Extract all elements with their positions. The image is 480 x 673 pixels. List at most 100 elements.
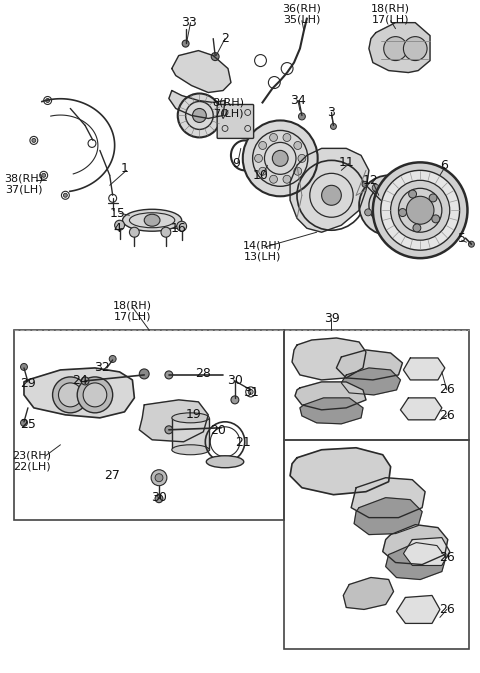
Text: 4: 4 — [114, 221, 121, 235]
Text: 7(LH): 7(LH) — [213, 108, 243, 118]
Polygon shape — [290, 148, 369, 232]
Circle shape — [468, 241, 474, 247]
Circle shape — [365, 209, 372, 216]
Text: 2: 2 — [221, 32, 229, 45]
Text: 1: 1 — [120, 162, 129, 175]
Ellipse shape — [206, 456, 244, 468]
Circle shape — [178, 94, 221, 137]
Text: 5: 5 — [457, 232, 466, 245]
Circle shape — [398, 209, 407, 217]
Text: 20: 20 — [210, 424, 226, 437]
Circle shape — [331, 123, 336, 129]
Circle shape — [192, 108, 206, 122]
Circle shape — [294, 141, 302, 149]
Ellipse shape — [122, 209, 181, 232]
Text: 34: 34 — [290, 94, 306, 107]
Polygon shape — [24, 368, 134, 418]
Polygon shape — [403, 358, 445, 380]
Text: 10: 10 — [252, 169, 268, 182]
Text: 31: 31 — [243, 386, 259, 399]
Text: 9: 9 — [232, 157, 240, 170]
Circle shape — [21, 363, 27, 370]
Circle shape — [413, 224, 421, 232]
Text: 17(LH): 17(LH) — [372, 15, 409, 25]
Text: 38(RH): 38(RH) — [4, 174, 44, 183]
Polygon shape — [403, 538, 450, 565]
Text: 19: 19 — [186, 409, 202, 421]
Polygon shape — [295, 382, 366, 410]
Text: 6: 6 — [440, 159, 448, 172]
Text: 12: 12 — [363, 174, 379, 187]
Text: 30: 30 — [151, 491, 167, 504]
Polygon shape — [169, 90, 225, 118]
Circle shape — [165, 426, 173, 434]
Circle shape — [270, 175, 277, 183]
Polygon shape — [354, 497, 422, 534]
Text: 14(RH): 14(RH) — [243, 240, 282, 250]
Circle shape — [432, 215, 440, 223]
Circle shape — [46, 98, 49, 102]
Text: 29: 29 — [20, 378, 36, 390]
Circle shape — [384, 36, 408, 61]
Circle shape — [77, 377, 113, 413]
Circle shape — [259, 141, 266, 149]
Polygon shape — [400, 398, 442, 420]
Polygon shape — [290, 448, 391, 495]
Circle shape — [83, 383, 107, 407]
Circle shape — [398, 184, 405, 191]
Circle shape — [32, 139, 36, 143]
Circle shape — [270, 133, 277, 141]
Polygon shape — [351, 478, 425, 518]
Polygon shape — [336, 350, 402, 380]
Circle shape — [211, 52, 219, 61]
Polygon shape — [385, 542, 446, 579]
Circle shape — [254, 154, 263, 162]
Text: 27: 27 — [104, 469, 120, 483]
Ellipse shape — [172, 413, 209, 423]
Circle shape — [359, 176, 418, 235]
Text: 17(LH): 17(LH) — [114, 311, 151, 321]
Polygon shape — [343, 577, 394, 610]
Text: 33: 33 — [180, 16, 196, 29]
Circle shape — [42, 174, 46, 177]
Text: 24: 24 — [72, 374, 88, 388]
Text: 26: 26 — [439, 384, 455, 396]
Circle shape — [115, 220, 124, 230]
Polygon shape — [369, 23, 430, 73]
Polygon shape — [292, 338, 366, 380]
Polygon shape — [383, 525, 448, 565]
Text: 36(RH): 36(RH) — [282, 3, 321, 13]
Circle shape — [59, 383, 82, 407]
Circle shape — [155, 495, 163, 503]
Ellipse shape — [144, 214, 160, 226]
Circle shape — [63, 193, 67, 197]
Circle shape — [259, 168, 266, 175]
Circle shape — [299, 113, 305, 120]
Text: 15: 15 — [109, 207, 126, 220]
Bar — [14, 330, 284, 520]
Polygon shape — [172, 50, 231, 92]
FancyBboxPatch shape — [217, 104, 253, 139]
Circle shape — [151, 470, 167, 486]
Circle shape — [231, 396, 239, 404]
Circle shape — [81, 377, 89, 385]
Text: 32: 32 — [94, 361, 110, 374]
Circle shape — [407, 197, 434, 224]
Text: 21: 21 — [235, 436, 251, 450]
Circle shape — [406, 208, 413, 215]
Circle shape — [130, 227, 139, 237]
Circle shape — [248, 390, 253, 394]
Text: 22(LH): 22(LH) — [13, 462, 51, 472]
Circle shape — [109, 355, 116, 363]
Text: 8(RH): 8(RH) — [212, 98, 244, 108]
Polygon shape — [396, 596, 440, 623]
Bar — [284, 439, 469, 649]
Circle shape — [408, 190, 417, 198]
Polygon shape — [341, 368, 400, 395]
Circle shape — [385, 223, 392, 231]
Polygon shape — [300, 398, 363, 424]
Circle shape — [381, 170, 459, 250]
Circle shape — [53, 377, 88, 413]
Circle shape — [139, 369, 149, 379]
Circle shape — [161, 227, 171, 237]
